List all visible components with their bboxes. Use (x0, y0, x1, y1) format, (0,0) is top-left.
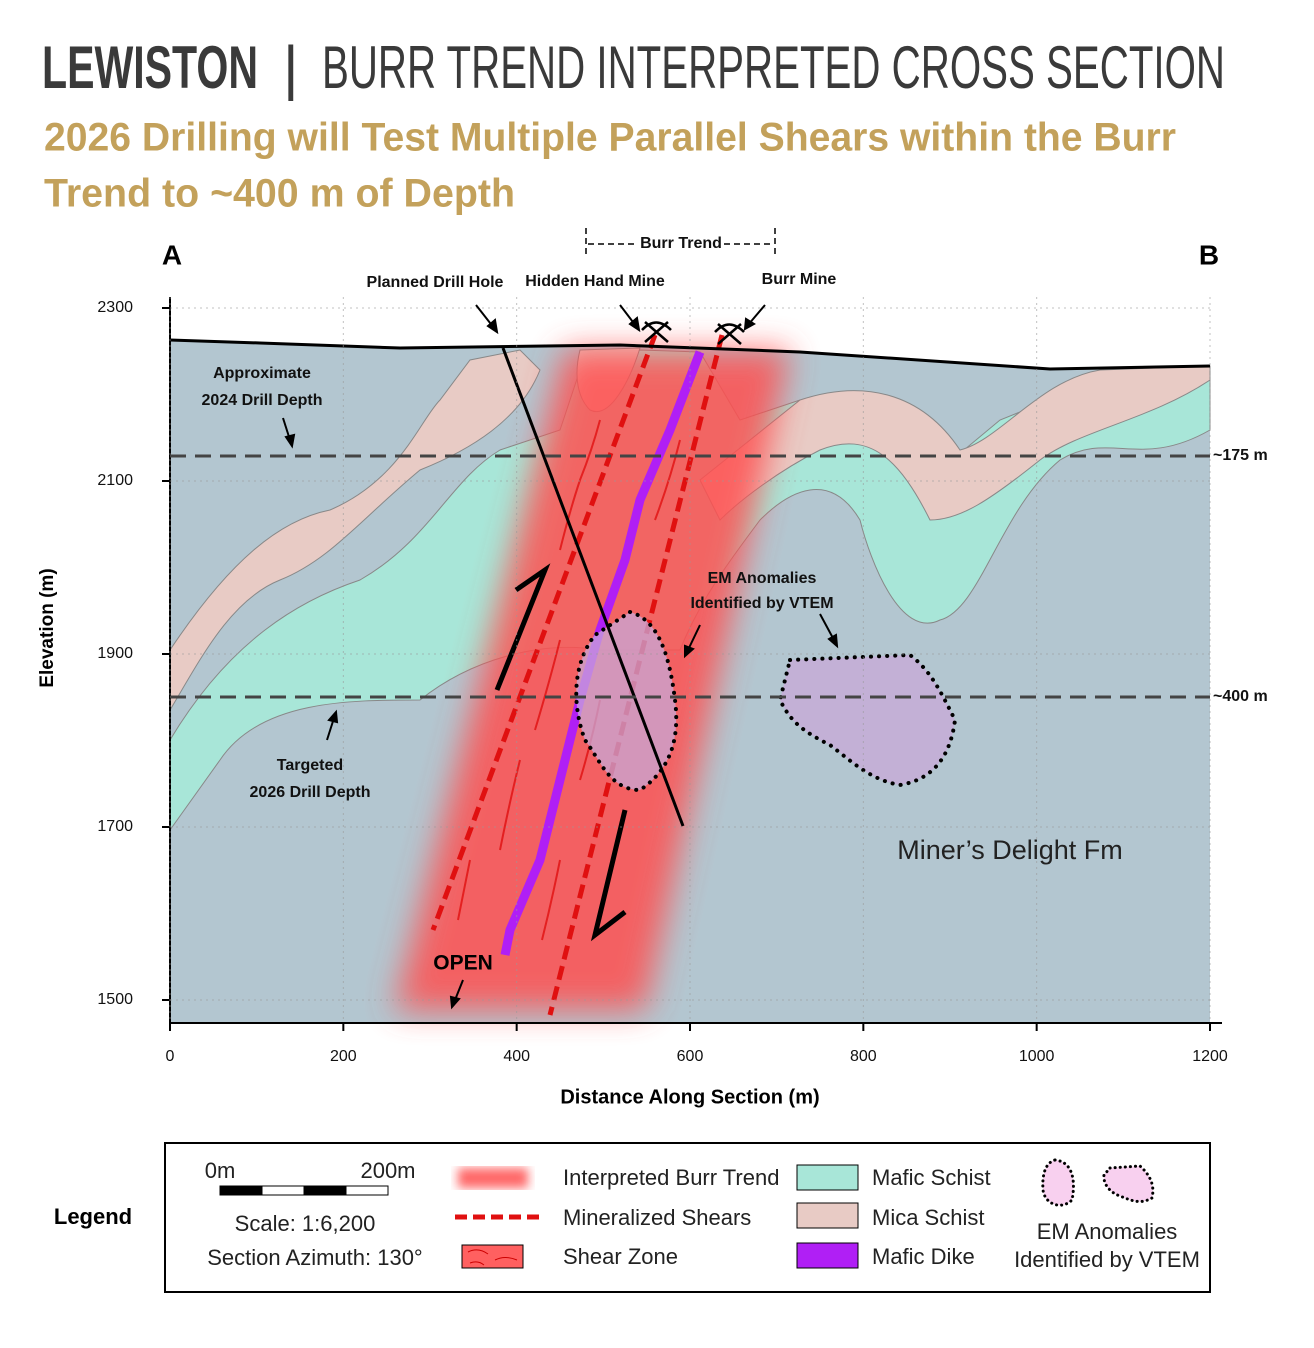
annotation: Hidden Hand Mine (525, 273, 665, 290)
scale-label: 200m (360, 1158, 415, 1183)
x-tick-label: 400 (503, 1048, 530, 1065)
y-axis-label: Elevation (m) (37, 568, 58, 687)
legend-title: Legend (54, 1204, 132, 1229)
section-end: A (162, 239, 182, 270)
subtitle: 2026 Drilling will Test Multiple Paralle… (44, 116, 1176, 160)
legend-label: Mineralized Shears (563, 1205, 751, 1230)
title-bold: LEWISTON (42, 34, 258, 101)
depth-label: ~400 m (1213, 688, 1268, 705)
pointer-arrows (282, 304, 839, 1010)
y-tick-label: 1500 (97, 991, 133, 1008)
scale-label: 0m (205, 1158, 236, 1183)
x-tick-label: 1200 (1192, 1048, 1228, 1065)
legend-label: Identified by VTEM (1014, 1247, 1200, 1272)
annotation: 2026 Drill Depth (250, 784, 371, 801)
title: BURR TREND INTERPRETED CROSS SECTION (322, 34, 1225, 101)
scale-text: Scale: 1:6,200 (235, 1211, 376, 1236)
x-axis-label: Distance Along Section (m) (560, 1086, 819, 1108)
axes: 2300 2100 1900 1700 1500 0 200 400 600 800 1000 120… (97, 297, 1228, 1065)
legend-label: Mica Schist (872, 1205, 984, 1230)
legend-label: Shear Zone (563, 1244, 678, 1269)
legend-label: Interpreted Burr Trend (563, 1165, 779, 1190)
subtitle: Trend to ~400 m of Depth (44, 172, 515, 216)
annotation: Burr Mine (762, 271, 837, 288)
y-tick-label: 2300 (97, 299, 133, 316)
legend-label: Mafic Schist (872, 1165, 991, 1190)
legend-box (164, 1142, 1211, 1293)
scale-bar (219, 1185, 389, 1196)
bracket (585, 228, 776, 258)
x-tick-label: 600 (677, 1048, 704, 1065)
y-tick-label: 2100 (97, 472, 133, 489)
annotation: Approximate (213, 365, 311, 382)
x-tick-label: 200 (330, 1048, 357, 1065)
azimuth-text: Section Azimuth: 130° (207, 1245, 422, 1270)
x-tick-label: 800 (850, 1048, 877, 1065)
legend-swatches (455, 1158, 1155, 1269)
cross-section (169, 321, 1211, 1023)
depth-label: ~175 m (1213, 447, 1268, 464)
annotation: Targeted (277, 757, 343, 774)
annotation: Identified by VTEM (690, 595, 833, 612)
x-tick-label: 1000 (1019, 1048, 1055, 1065)
legend-label: Mafic Dike (872, 1244, 975, 1269)
y-tick-label: 1900 (97, 645, 133, 662)
annotation: EM Anomalies (708, 570, 817, 587)
section-end: B (1199, 239, 1219, 270)
y-tick-label: 1700 (97, 818, 133, 835)
annotation: Burr Trend (640, 235, 722, 252)
formation-label: Miner’s Delight Fm (897, 835, 1123, 865)
annotation: Planned Drill Hole (367, 274, 504, 291)
annotation: OPEN (433, 952, 493, 975)
title-separator: | (283, 34, 299, 101)
annotation: 2024 Drill Depth (202, 392, 323, 409)
legend-label: EM Anomalies (1037, 1219, 1178, 1244)
x-tick-label: 0 (166, 1048, 175, 1065)
